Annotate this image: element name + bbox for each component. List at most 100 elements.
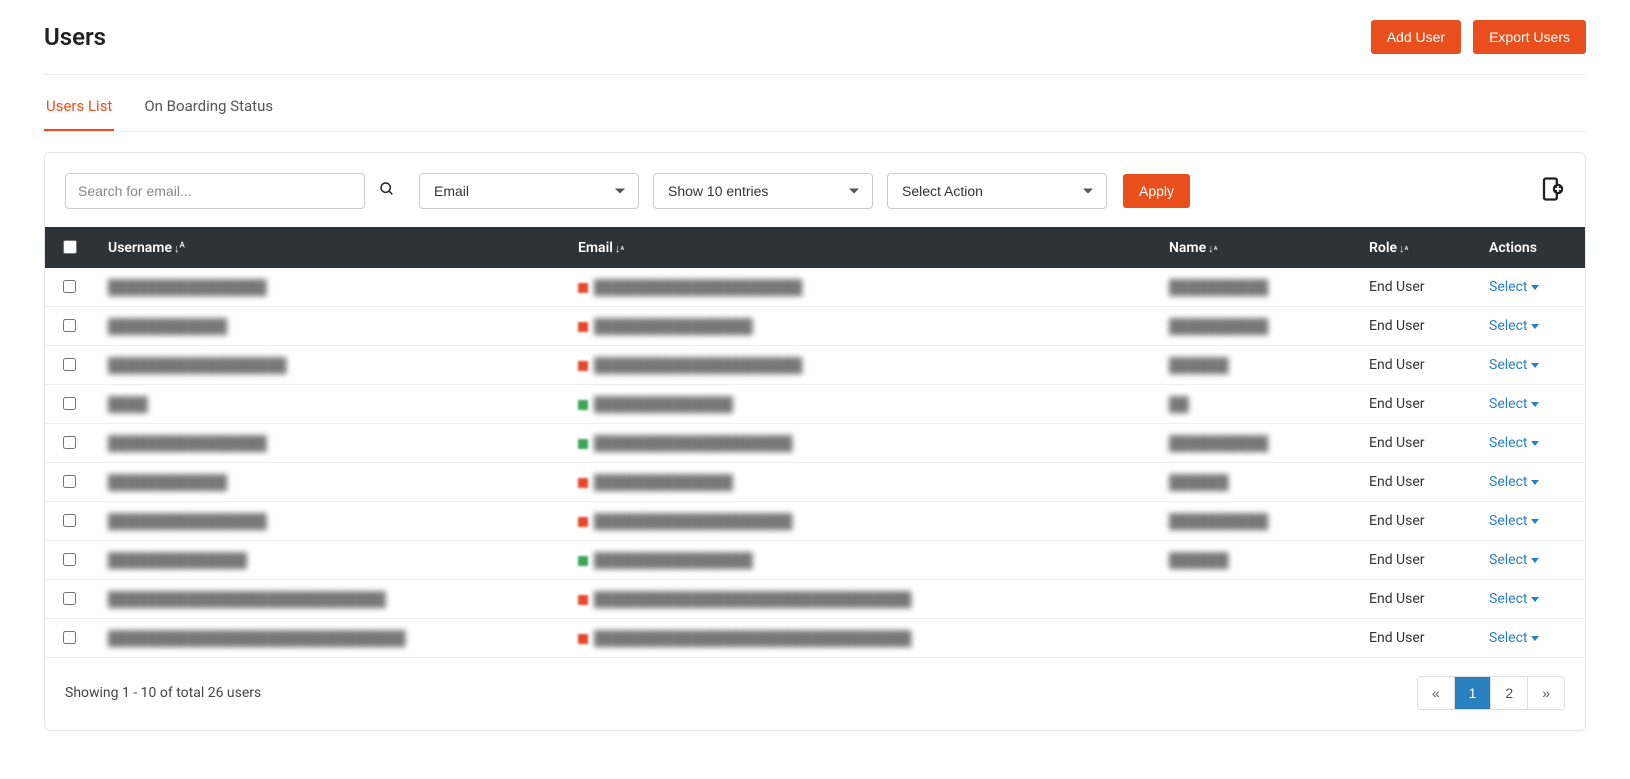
column-role[interactable]: Role↓ᴬ [1355, 227, 1475, 268]
email-status-dot [578, 478, 588, 488]
select-all-checkbox[interactable] [63, 240, 77, 254]
row-action-label: Select [1489, 474, 1527, 490]
cell-role: End User [1355, 502, 1475, 541]
entries-select-input[interactable]: Show 10 entries [653, 173, 873, 209]
caret-down-icon [1531, 558, 1539, 563]
cell-email: ████████████████ [594, 553, 753, 569]
email-status-dot [578, 361, 588, 371]
email-status-dot [578, 634, 588, 644]
controls-row: Email Show 10 entries Select Action Appl… [45, 173, 1585, 227]
pagination-summary: Showing 1 - 10 of total 26 users [65, 685, 261, 701]
table-row: ████████████████████████████████████End … [45, 541, 1585, 580]
cell-name: ██████████ [1169, 514, 1268, 530]
row-action-label: Select [1489, 357, 1527, 373]
entries-select[interactable]: Show 10 entries [653, 173, 873, 209]
row-action-select[interactable]: Select [1489, 396, 1539, 412]
users-card: Email Show 10 entries Select Action Appl… [44, 152, 1586, 731]
cell-username: ██████████████████ [108, 358, 287, 374]
cell-username: ██████████████ [108, 553, 247, 569]
add-user-button[interactable]: Add User [1371, 20, 1461, 54]
cell-role: End User [1355, 346, 1475, 385]
row-checkbox[interactable] [63, 436, 76, 449]
row-action-label: Select [1489, 630, 1527, 646]
email-status-dot [578, 595, 588, 605]
cell-name: ██████████ [1169, 280, 1268, 296]
add-device-icon[interactable] [1537, 175, 1565, 207]
email-status-dot [578, 517, 588, 527]
page-next[interactable]: » [1528, 677, 1564, 709]
cell-role: End User [1355, 541, 1475, 580]
caret-down-icon [1531, 441, 1539, 446]
cell-email: █████████████████████ [594, 280, 802, 296]
row-action-select[interactable]: Select [1489, 591, 1539, 607]
email-status-dot [578, 556, 588, 566]
cell-name: ██████████ [1169, 436, 1268, 452]
row-action-select[interactable]: Select [1489, 630, 1539, 646]
row-checkbox[interactable] [63, 358, 76, 371]
table-row: ████████████████████████████████████████… [45, 346, 1585, 385]
row-checkbox[interactable] [63, 592, 76, 605]
cell-email: ██████████████ [594, 397, 733, 413]
column-checkbox [45, 227, 94, 268]
cell-email: █████████████████████ [594, 358, 802, 374]
cell-role: End User [1355, 463, 1475, 502]
filter-by-select[interactable]: Email [419, 173, 639, 209]
tab-users-list[interactable]: Users List [44, 83, 114, 131]
export-users-button[interactable]: Export Users [1473, 20, 1586, 54]
search-icon[interactable] [379, 181, 395, 201]
page-2[interactable]: 2 [1491, 677, 1528, 709]
row-checkbox[interactable] [63, 514, 76, 527]
page-prev[interactable]: « [1418, 677, 1455, 709]
row-action-select[interactable]: Select [1489, 357, 1539, 373]
cell-username: ████████████████████████████ [108, 592, 386, 608]
table-row: ████████████████████████████████████████… [45, 580, 1585, 619]
filter-by-select-input[interactable]: Email [419, 173, 639, 209]
row-action-select[interactable]: Select [1489, 513, 1539, 529]
sort-icon: ↓ᴬ [1399, 242, 1408, 255]
action-select[interactable]: Select Action [887, 173, 1107, 209]
column-actions: Actions [1475, 227, 1585, 268]
row-action-select[interactable]: Select [1489, 318, 1539, 334]
row-action-select[interactable]: Select [1489, 474, 1539, 490]
caret-down-icon [1531, 636, 1539, 641]
caret-down-icon [1531, 324, 1539, 329]
cell-username: ████████████████ [108, 436, 267, 452]
row-checkbox[interactable] [63, 280, 76, 293]
row-action-select[interactable]: Select [1489, 279, 1539, 295]
row-action-label: Select [1489, 552, 1527, 568]
table-header-row: Username↓A Email↓ᴬ Name↓ᴬ Role↓ᴬ Actions [45, 227, 1585, 268]
tab-onboarding-status[interactable]: On Boarding Status [142, 83, 275, 131]
row-action-select[interactable]: Select [1489, 552, 1539, 568]
column-name[interactable]: Name↓ᴬ [1155, 227, 1355, 268]
search-input[interactable] [65, 173, 365, 209]
cell-email: ████████████████████ [594, 514, 792, 530]
action-select-input[interactable]: Select Action [887, 173, 1107, 209]
cell-username: ████████████ [108, 319, 227, 335]
cell-role: End User [1355, 385, 1475, 424]
cell-email: ████████████████████████████████ [594, 631, 911, 647]
row-checkbox[interactable] [63, 397, 76, 410]
caret-down-icon [1531, 480, 1539, 485]
row-checkbox[interactable] [63, 553, 76, 566]
row-action-label: Select [1489, 435, 1527, 451]
row-checkbox[interactable] [63, 475, 76, 488]
column-name-label: Name [1169, 240, 1206, 256]
column-username[interactable]: Username↓A [94, 227, 564, 268]
page-1[interactable]: 1 [1455, 677, 1492, 709]
row-checkbox[interactable] [63, 319, 76, 332]
cell-email: ██████████████ [594, 475, 733, 491]
users-table: Username↓A Email↓ᴬ Name↓ᴬ Role↓ᴬ Actions… [45, 227, 1585, 658]
row-checkbox[interactable] [63, 631, 76, 644]
cell-name: ██████ [1169, 475, 1229, 491]
column-username-label: Username [108, 240, 172, 256]
cell-username: ██████████████████████████████ [108, 631, 406, 647]
table-row: ████████████████████████████████████████… [45, 502, 1585, 541]
apply-button[interactable]: Apply [1123, 174, 1190, 208]
cell-role: End User [1355, 268, 1475, 307]
table-row: ████████████████████████████████████████… [45, 424, 1585, 463]
row-action-select[interactable]: Select [1489, 435, 1539, 451]
email-status-dot [578, 439, 588, 449]
column-email[interactable]: Email↓ᴬ [564, 227, 1155, 268]
cell-username: ████ [108, 397, 148, 413]
cell-role: End User [1355, 424, 1475, 463]
